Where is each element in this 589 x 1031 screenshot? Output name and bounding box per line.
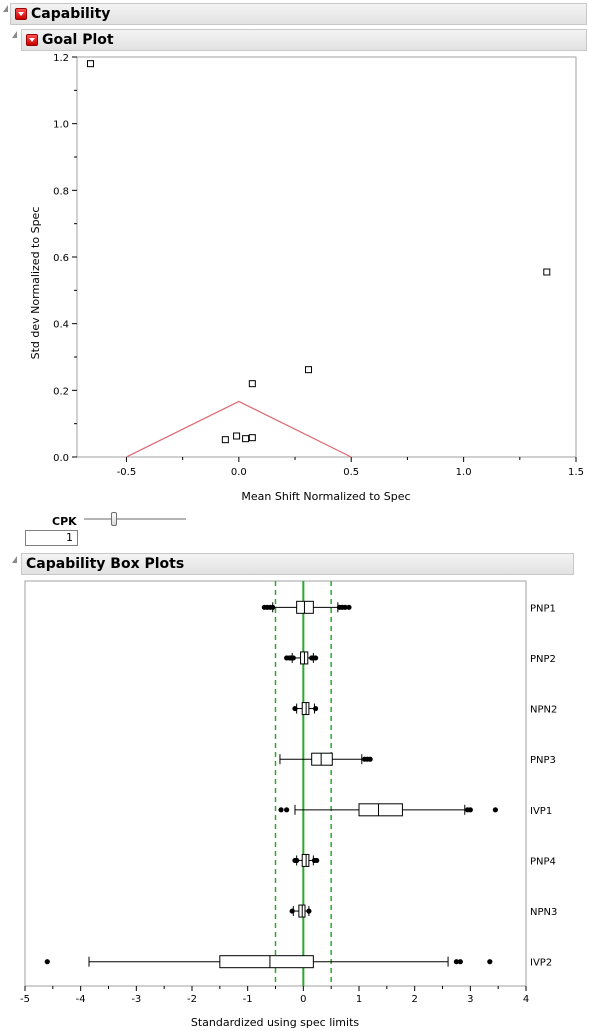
- box-iqr: [219, 955, 314, 969]
- box-iqr: [296, 600, 314, 614]
- box-plot-pnp4[interactable]: [292, 853, 320, 867]
- goal-x-tick-label: 0.0: [231, 467, 247, 478]
- box-x-tick-label: -4: [76, 994, 86, 1005]
- goal-plot-point[interactable]: [242, 435, 250, 443]
- capability-disclosure-icon[interactable]: [3, 5, 8, 12]
- box-x-tick-label: 3: [467, 994, 473, 1005]
- box-outlier[interactable]: [492, 807, 498, 813]
- box-row-label: IVP2: [530, 958, 552, 969]
- goal-plot-point[interactable]: [248, 380, 256, 388]
- box-plot-pnp1[interactable]: [261, 600, 352, 614]
- capability-menu-icon[interactable]: [15, 8, 27, 20]
- goal-plot-point[interactable]: [221, 436, 229, 444]
- goal-plot-frame: [76, 56, 577, 458]
- cpk-label: CPK: [52, 515, 77, 528]
- goal-y-tick-label: 0.0: [53, 453, 69, 464]
- goal-x-axis-label: Mean Shift Normalized to Spec: [241, 490, 410, 503]
- box-outlier[interactable]: [314, 857, 320, 864]
- box-outlier[interactable]: [290, 655, 296, 661]
- box-outlier[interactable]: [306, 908, 312, 914]
- cpk-input[interactable]: 1: [25, 530, 78, 546]
- goal-plot-point[interactable]: [86, 60, 94, 68]
- box-x-tick-label: -1: [243, 994, 253, 1005]
- goal-y-tick-label: 0.8: [53, 186, 69, 197]
- box-plot-ivp2[interactable]: [44, 955, 493, 969]
- box-plot-npn3[interactable]: [289, 904, 312, 918]
- box-outlier[interactable]: [294, 857, 300, 864]
- box-outlier[interactable]: [453, 959, 460, 965]
- box-row-label: NPN2: [530, 705, 557, 716]
- goal-triangle-line: [126, 400, 352, 458]
- goal-y-tick-label: 0.2: [53, 386, 69, 397]
- box-iqr: [301, 853, 310, 867]
- box-iqr: [301, 702, 310, 716]
- cpk-slider-track[interactable]: [84, 518, 186, 520]
- box-plot-pnp2[interactable]: [284, 651, 319, 665]
- box-x-tick-label: 2: [411, 994, 417, 1005]
- box-outlier[interactable]: [292, 705, 298, 712]
- box-outlier[interactable]: [457, 959, 463, 965]
- goal-plot-point[interactable]: [233, 432, 241, 440]
- box-row-label: PNP3: [530, 755, 556, 766]
- box-plot-pnp3[interactable]: [279, 752, 373, 766]
- box-plots-title: Capability Box Plots: [26, 556, 185, 572]
- box-outlier[interactable]: [289, 908, 295, 914]
- box-plots-disclosure-icon[interactable]: [12, 556, 17, 563]
- box-plots-header: Capability Box Plots: [21, 553, 574, 575]
- box-row-label: IVP1: [530, 806, 552, 817]
- box-outlier[interactable]: [44, 959, 50, 965]
- box-outlier[interactable]: [284, 807, 290, 813]
- cpk-slider-thumb[interactable]: [110, 512, 117, 526]
- box-x-tick-label: -5: [20, 994, 30, 1005]
- box-outlier[interactable]: [346, 604, 352, 610]
- box-outlier[interactable]: [487, 959, 493, 965]
- goal-y-tick-label: 0.6: [53, 253, 69, 264]
- goal-x-tick-label: -0.5: [117, 467, 137, 478]
- goal-y-axis-label: Std dev Normalized to Spec: [29, 207, 42, 360]
- box-plot-ivp1[interactable]: [278, 803, 498, 817]
- goal-plot-point[interactable]: [305, 366, 313, 374]
- box-x-tick-label: 1: [356, 994, 362, 1005]
- box-outlier[interactable]: [367, 756, 373, 762]
- box-x-tick-label: 4: [523, 994, 529, 1005]
- box-outlier[interactable]: [467, 807, 473, 813]
- box-row-label: PNP2: [530, 654, 556, 665]
- box-row-label: PNP1: [530, 603, 556, 614]
- goal-y-tick-label: 1.2: [53, 53, 69, 64]
- box-row-label: PNP4: [530, 856, 556, 867]
- box-iqr: [311, 752, 333, 766]
- box-outlier[interactable]: [270, 604, 276, 610]
- goal-plot-point[interactable]: [543, 268, 551, 276]
- box-row-label: NPN3: [530, 907, 557, 918]
- box-x-axis-label: Standardized using spec limits: [191, 1016, 360, 1029]
- box-iqr: [358, 803, 403, 817]
- goal-plot-header: Goal Plot: [21, 29, 587, 51]
- box-x-tick-label: -2: [187, 994, 197, 1005]
- capability-header: Capability: [10, 3, 587, 25]
- goal-plot-title: Goal Plot: [42, 32, 114, 48]
- box-outlier[interactable]: [312, 705, 319, 712]
- goal-x-tick-label: 1.0: [456, 467, 472, 478]
- goal-plot-chart: 0.0 0.2 0.4 0.6 0.8 1.0 1.2 -0.5 0.0 0.5 1.0 1.5 M…: [29, 53, 584, 503]
- capability-title: Capability: [31, 6, 111, 22]
- goal-x-tick-label: 1.5: [568, 467, 584, 478]
- box-outlier[interactable]: [278, 807, 284, 813]
- box-x-tick-label: -3: [131, 994, 141, 1005]
- goal-y-tick-label: 1.0: [53, 120, 69, 131]
- box-outlier[interactable]: [312, 655, 319, 661]
- goal-plot-menu-icon[interactable]: [26, 34, 38, 46]
- goal-y-tick-label: 0.4: [53, 320, 69, 331]
- cpk-slider[interactable]: [84, 512, 188, 526]
- box-plot-npn2[interactable]: [292, 702, 319, 716]
- box-x-tick-label: 0: [300, 994, 306, 1005]
- goal-x-tick-label: 0.5: [343, 467, 359, 478]
- goal-plot-disclosure-icon[interactable]: [12, 31, 17, 38]
- box-outlier[interactable]: [342, 604, 348, 610]
- goal-plot-point[interactable]: [248, 434, 256, 442]
